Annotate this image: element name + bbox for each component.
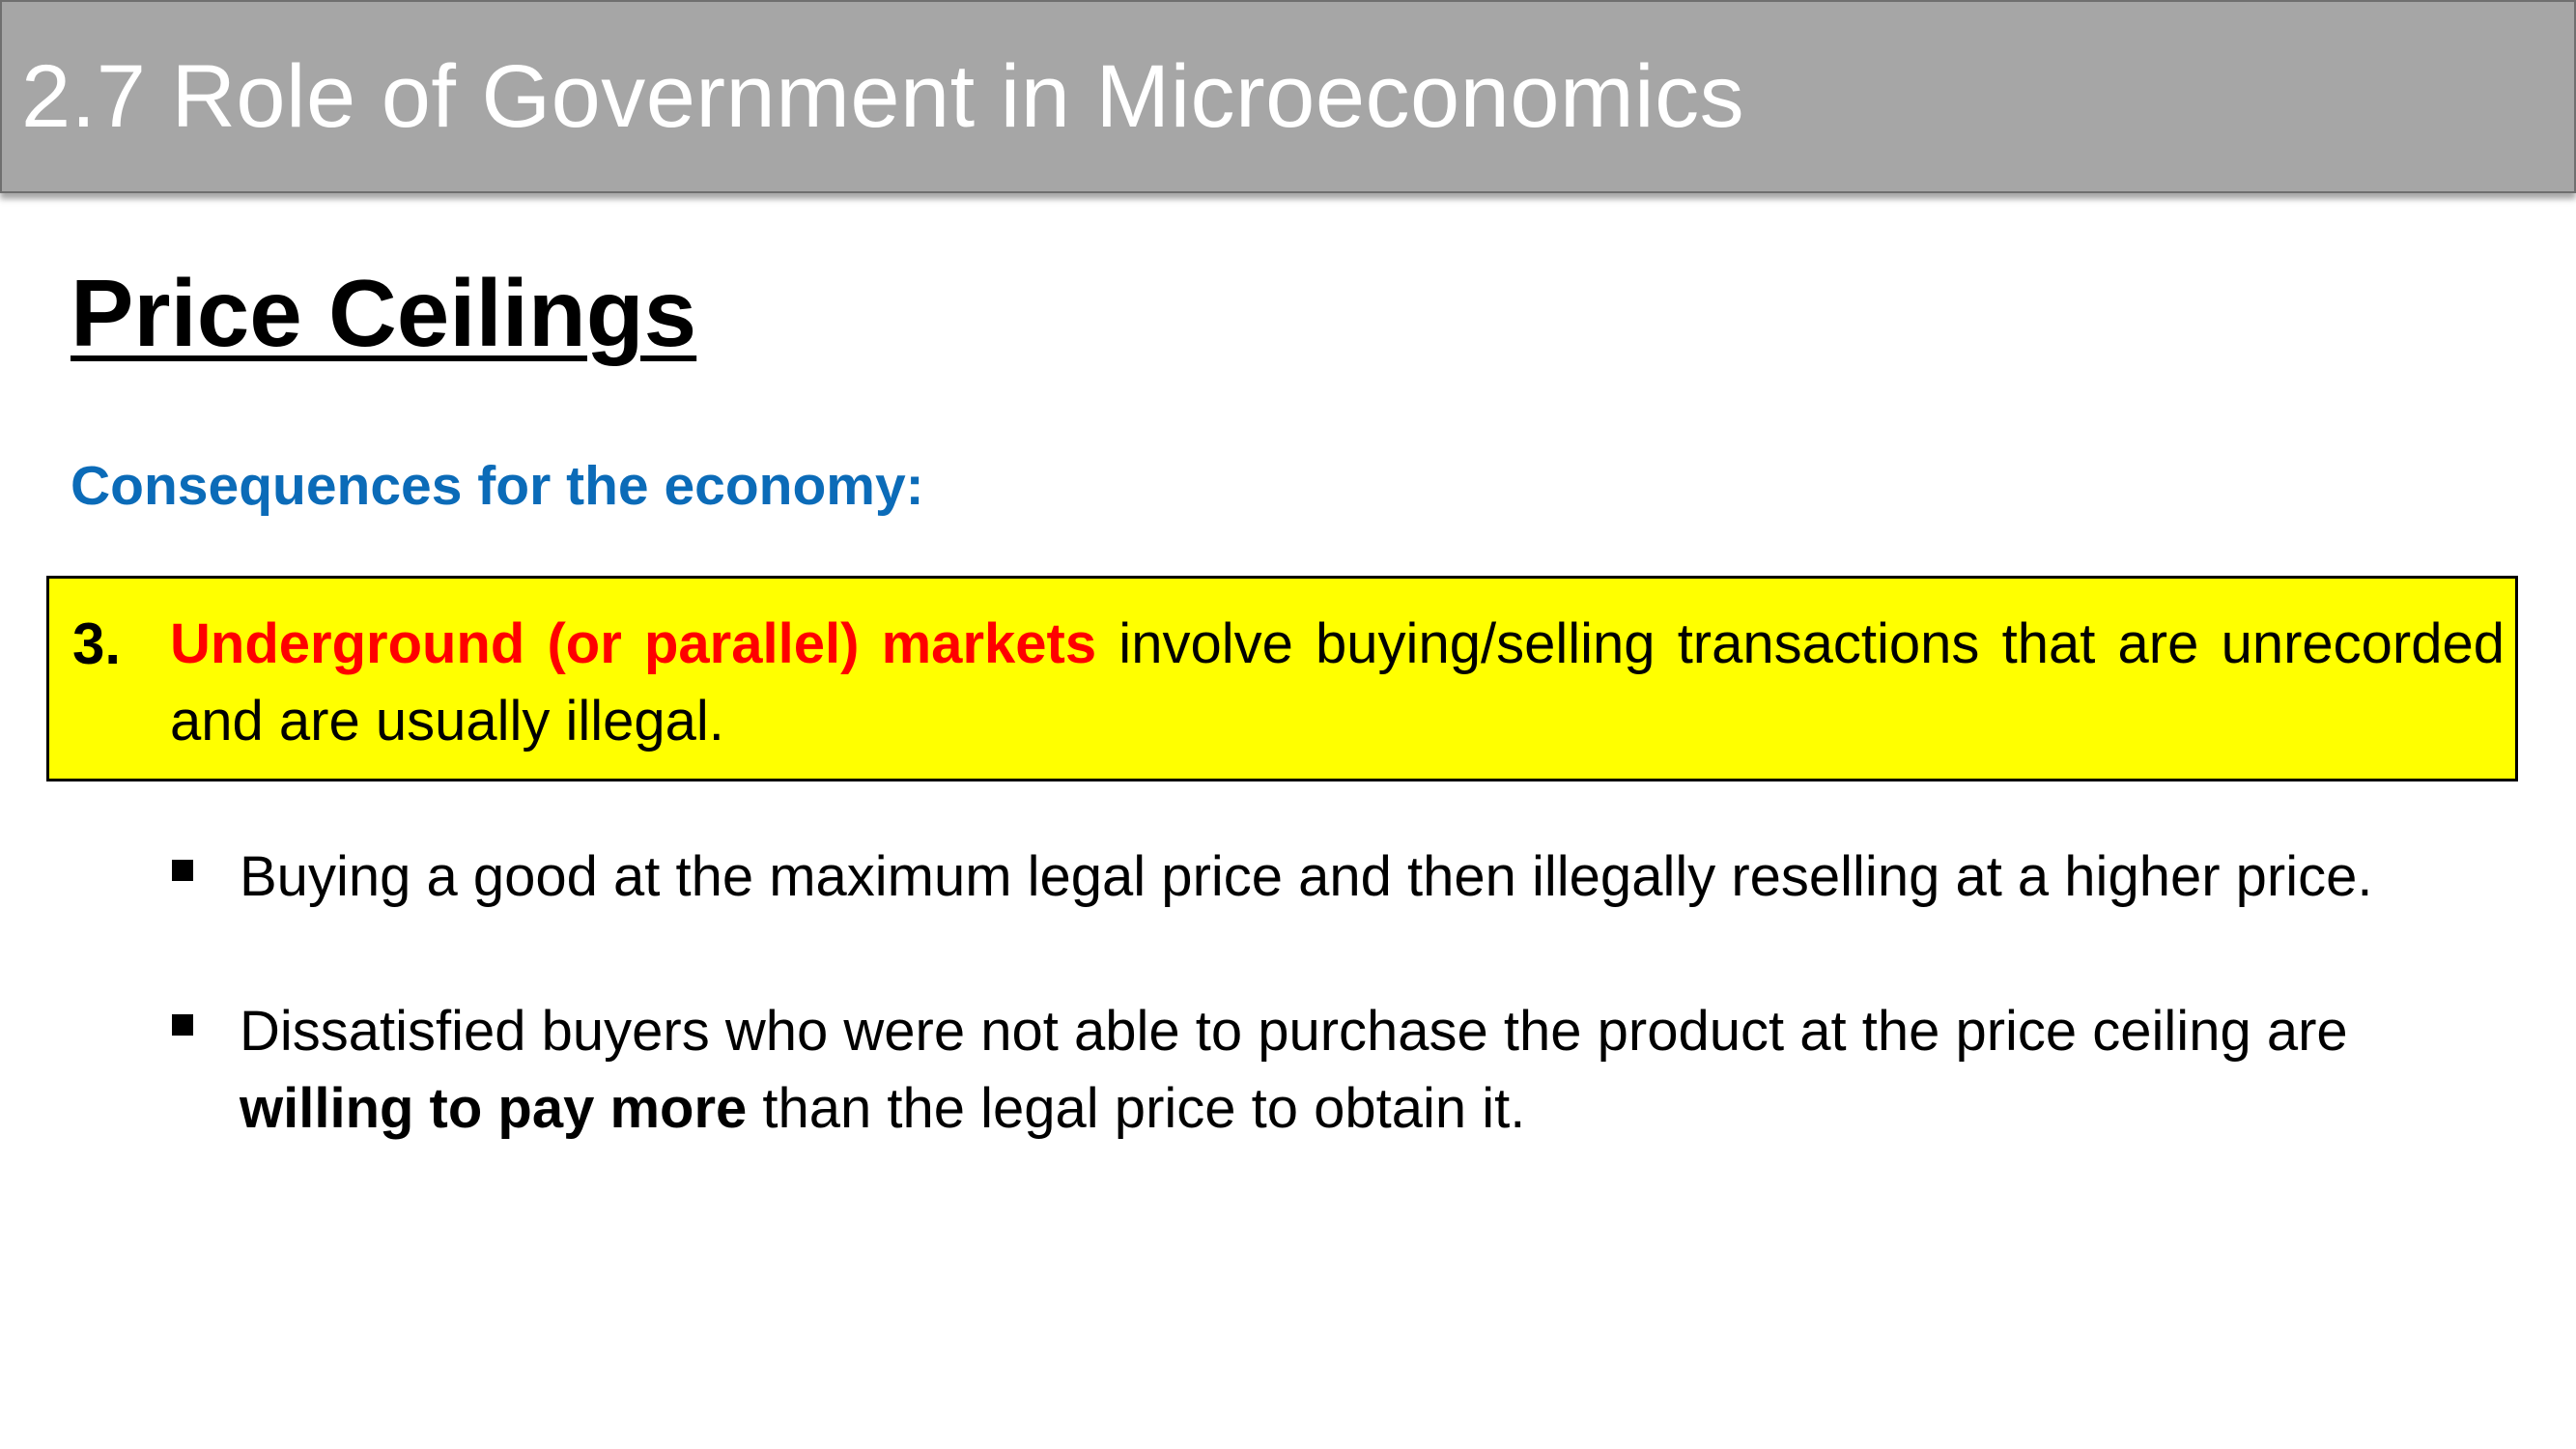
point-key-term: Underground (or parallel) markets [170, 612, 1097, 675]
section-heading: Price Ceilings [71, 260, 697, 366]
slide-title: 2.7 Role of Government in Microeconomics [21, 47, 1745, 146]
subheading: Consequences for the economy: [71, 455, 924, 517]
bullet-item-2: Dissatisfied buyers who were not able to… [240, 993, 2502, 1148]
bullet-item-2-start: Dissatisfied buyers who were not able to… [240, 1000, 2348, 1063]
bullet-square-icon [172, 860, 193, 881]
point-number: 3. [72, 611, 122, 676]
highlighted-point-box: 3. Underground (or parallel) markets inv… [46, 576, 2518, 781]
bullet-square-icon [172, 1014, 193, 1036]
point-text: Underground (or parallel) markets involv… [170, 606, 2505, 760]
bullet-item-2-bold: willing to pay more [240, 1077, 748, 1140]
slide-title-bar: 2.7 Role of Government in Microeconomics [0, 0, 2576, 193]
bullet-item-2-end: than the legal price to obtain it. [747, 1077, 1526, 1140]
bullet-item-1: Buying a good at the maximum legal price… [240, 845, 2373, 908]
point-description: involve buying/selling transactions that… [170, 612, 2505, 753]
